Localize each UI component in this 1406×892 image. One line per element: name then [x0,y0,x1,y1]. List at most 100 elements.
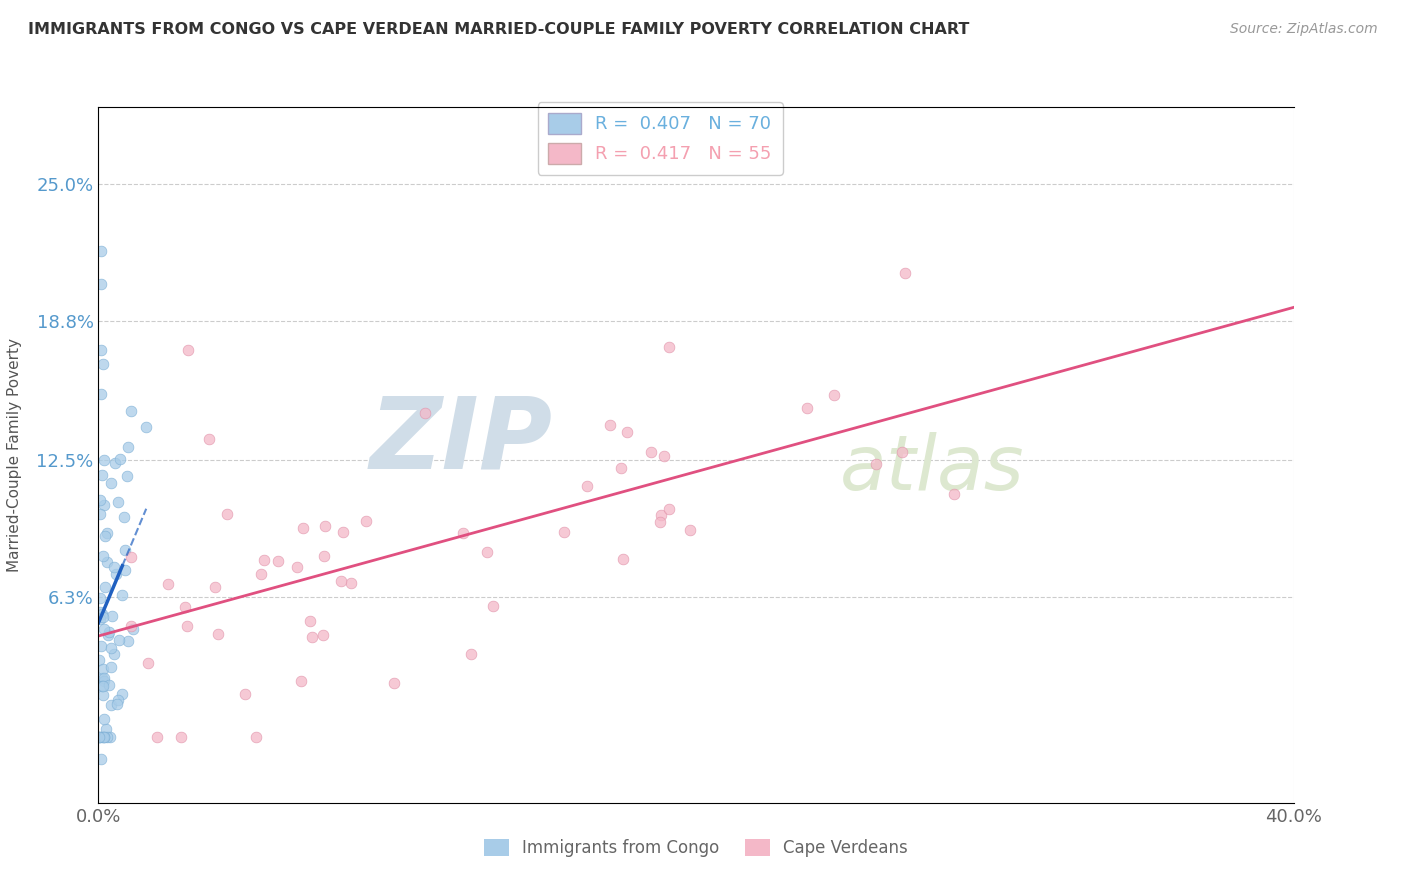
Point [612,551,634,566]
Point [460,647,482,661]
Point [332,525,354,540]
Point [312,628,335,642]
Point [93,671,115,685]
Text: atlas: atlas [839,432,1024,506]
Point [356,514,378,528]
Point [290,673,312,688]
Point [91,679,114,693]
Point [610,461,633,475]
Point [177,343,200,357]
Point [89,606,111,620]
Point [823,387,845,401]
Point [89,591,111,605]
Point [120,619,142,633]
Point [115,469,138,483]
Point [91,688,114,702]
Point [640,444,662,458]
Point [553,524,575,539]
Point [91,610,114,624]
Point [110,451,132,466]
Point [136,656,159,670]
Point [233,687,256,701]
Point [678,523,700,537]
Point [249,567,271,582]
Point [616,425,638,439]
Point [176,618,198,632]
Point [157,577,180,591]
Point [117,440,139,454]
Text: IMMIGRANTS FROM CONGO VS CAPE VERDEAN MARRIED-COUPLE FAMILY POVERTY CORRELATION : IMMIGRANTS FROM CONGO VS CAPE VERDEAN MA… [28,22,970,37]
Point [93,730,115,744]
Point [104,567,127,582]
Point [93,498,115,512]
Point [650,508,672,523]
Point [98,624,121,639]
Point [107,692,129,706]
Point [91,607,114,622]
Point [97,678,120,692]
Point [90,751,112,765]
Point [865,457,887,471]
Point [94,580,117,594]
Point [117,634,139,648]
Point [207,627,229,641]
Point [285,559,308,574]
Point [91,357,114,371]
Point [91,468,114,483]
Point [93,453,115,467]
Point [100,609,122,624]
Point [301,630,323,644]
Point [91,679,114,693]
Point [217,507,239,521]
Point [652,449,675,463]
Point [93,712,115,726]
Point [89,611,111,625]
Point [314,549,336,563]
Point [96,555,118,569]
Point [599,417,621,432]
Point [413,406,436,420]
Point [90,387,112,401]
Point [93,673,115,688]
Point [93,622,115,636]
Point [111,687,134,701]
Point [96,730,118,744]
Point [89,493,111,508]
Point [90,639,112,653]
Point [114,543,136,558]
Point [339,576,361,591]
Point [267,554,290,568]
Point [103,560,125,574]
Point [89,507,111,521]
Y-axis label: Married-Couple Family Poverty: Married-Couple Family Poverty [7,338,22,572]
Point [329,574,352,588]
Point [120,549,142,564]
Point [87,730,110,744]
Point [135,419,157,434]
Point [121,622,143,636]
Point [453,526,475,541]
Point [93,730,115,744]
Point [292,521,315,535]
Point [114,563,136,577]
Point [90,672,112,686]
Point [93,730,115,744]
Text: ZIP: ZIP [370,392,553,490]
Point [97,627,120,641]
Text: Source: ZipAtlas.com: Source: ZipAtlas.com [1230,22,1378,37]
Point [107,632,129,647]
Point [94,529,117,543]
Point [174,599,197,614]
Point [146,730,169,744]
Point [112,510,135,524]
Point [87,730,110,744]
Point [894,266,917,280]
Point [100,641,122,656]
Point [91,662,114,676]
Point [382,676,405,690]
Point [299,614,322,628]
Point [198,432,221,446]
Point [482,599,505,613]
Point [658,340,681,354]
Point [890,445,912,459]
